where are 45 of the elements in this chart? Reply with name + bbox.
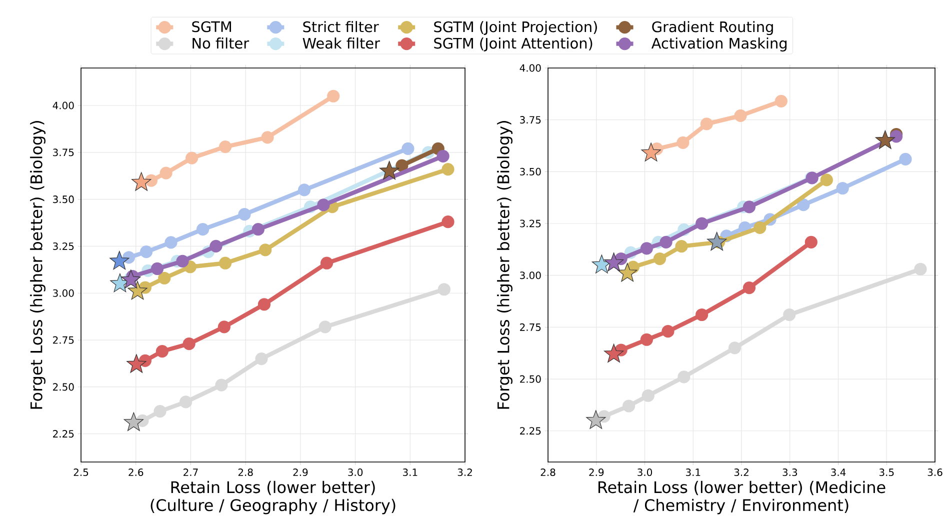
legend-label: SGTM (Joint Attention) (434, 38, 592, 52)
x-tick-label: 3.1 (686, 468, 700, 476)
x-tick-label: 3.0 (638, 468, 652, 476)
legend-label: No filter (192, 38, 250, 49)
x-tick-label: 2.5 (74, 468, 88, 476)
x-tick-label: 3.0 (348, 468, 363, 476)
y-tick-label: 2.75 (53, 336, 74, 344)
x-axis-title: Retain Loss (lower better) (Culture / Geography / History) (150, 480, 396, 514)
y-tick-label: 4.00 (520, 64, 541, 72)
y-tick-label: 3.50 (520, 168, 541, 176)
x-tick-label: 3.4 (831, 468, 846, 476)
y-tick-label: 2.25 (53, 430, 74, 438)
y-tick-label: 3.75 (520, 116, 541, 124)
x-tick-label: 3.1 (402, 468, 418, 476)
x-tick-label: 3.2 (458, 468, 472, 476)
legend-label: Gradient Routing (652, 21, 773, 36)
y-tick-label: 3.75 (53, 148, 74, 156)
legend-label: Activation Masking (651, 38, 787, 52)
y-tick-label: 3.25 (53, 242, 74, 250)
legend-label: Weak filter (302, 38, 380, 49)
x-tick-label: 2.8 (540, 468, 556, 476)
y-tick-label: 4.00 (52, 102, 74, 110)
x-tick-label: 2.6 (128, 468, 144, 476)
y-tick-label: 3.00 (53, 289, 74, 297)
y-tick-label: 3.00 (520, 272, 541, 280)
x-axis-title: Retain Loss (lower better) (Medicine / Chemistry / Environment) (598, 480, 886, 514)
x-tick-label: 2.9 (293, 468, 308, 476)
y-tick-label: 2.25 (520, 427, 541, 435)
x-tick-label: 3.2 (734, 468, 748, 476)
x-tick-label: 3.5 (879, 468, 894, 476)
y-tick-label: 3.50 (53, 196, 74, 204)
x-tick-label: 2.8 (238, 468, 253, 476)
legend-label: SGTM (192, 21, 231, 32)
y-axis-title: Forget Loss (higher better) (Biology) (30, 121, 46, 409)
legend-label: Strict filter (303, 21, 379, 32)
y-tick-label: 2.75 (520, 323, 541, 331)
y-tick-label: 2.50 (53, 383, 74, 391)
x-tick-label: 2.9 (589, 468, 604, 476)
x-tick-label: 2.7 (184, 468, 198, 476)
y-tick-label: 3.25 (520, 220, 541, 228)
y-tick-label: 2.50 (520, 375, 541, 383)
y-axis-title: Forget Loss (higher better) (Biology) (497, 121, 512, 409)
x-tick-label: 3.3 (782, 468, 798, 476)
x-tick-label: 3.6 (928, 468, 942, 476)
legend-label: SGTM (Joint Projection) (434, 21, 597, 36)
